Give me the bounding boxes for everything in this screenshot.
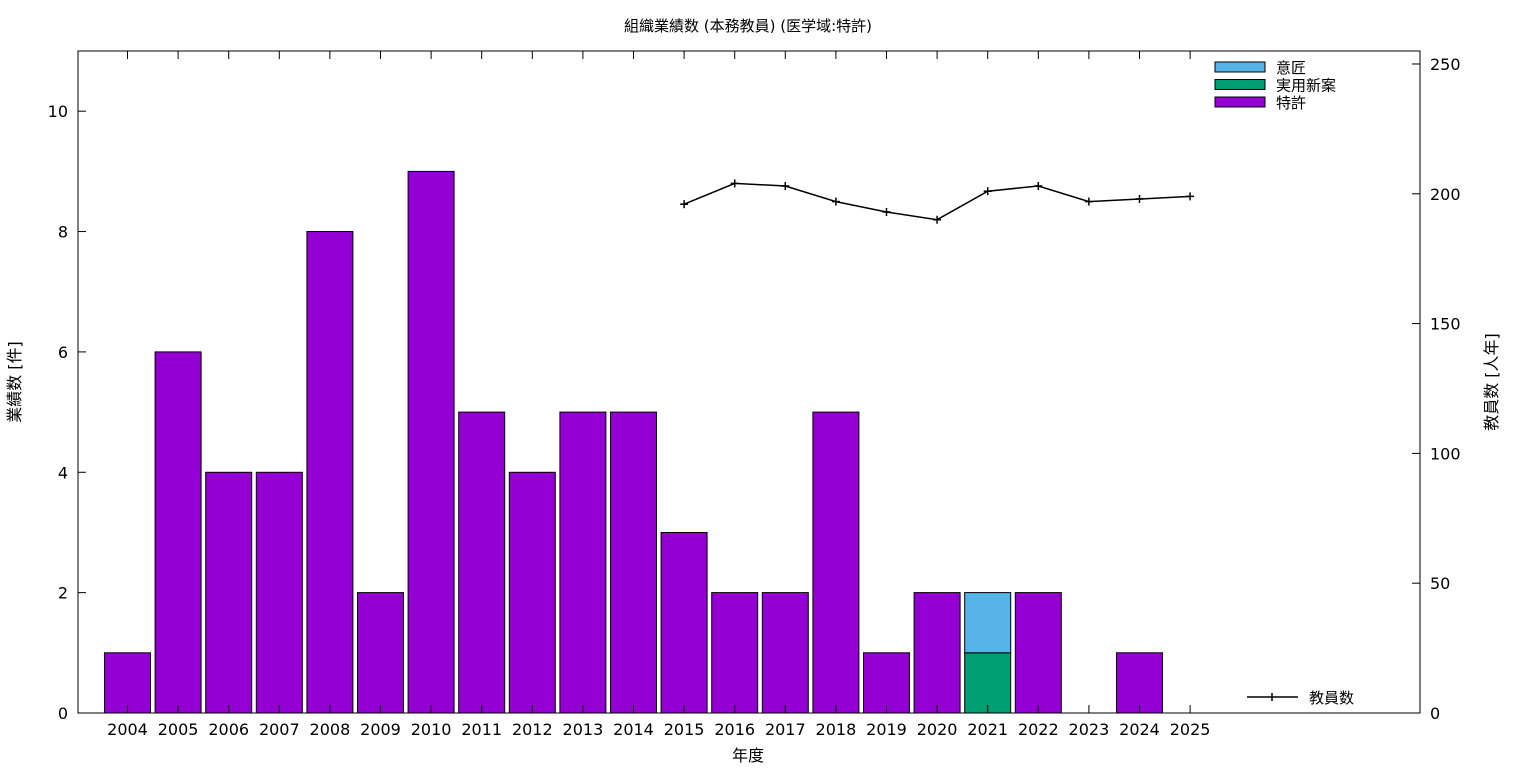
- x-tick-label: 2023: [1069, 720, 1110, 739]
- bar-2013-series-0: [559, 411, 607, 714]
- x-tick-label: 2006: [208, 720, 249, 739]
- x-tick-label: 2025: [1170, 720, 1211, 739]
- line-point: [983, 187, 992, 196]
- x-tick-label: 2008: [310, 720, 351, 739]
- line-point: [831, 197, 840, 206]
- bar-2005-series-0: [154, 351, 202, 714]
- y-tick-label: 10: [48, 102, 68, 121]
- bar-2007-series-0: [255, 471, 303, 714]
- x-tick-label: 2013: [563, 720, 604, 739]
- x-tick-label: 2007: [259, 720, 300, 739]
- line-point: [1135, 194, 1144, 203]
- y-tick-label: 2: [58, 584, 68, 603]
- legend-label: 実用新案: [1276, 77, 1336, 95]
- x-tick-label: 2014: [613, 720, 654, 739]
- x-tick-label: 2024: [1119, 720, 1160, 739]
- y2-tick-label: 250: [1430, 55, 1461, 74]
- x-tick-label: 2016: [714, 720, 755, 739]
- line-point: [1186, 192, 1195, 201]
- plot-frame: [77, 50, 1421, 714]
- x-tick-label: 2017: [765, 720, 806, 739]
- legend-label: 特許: [1276, 94, 1306, 112]
- bar-2009-series-0: [357, 592, 404, 714]
- bars-layer: [104, 170, 1163, 714]
- y2-axis-label: 教員数 [人年]: [1482, 333, 1501, 431]
- line-point: [933, 215, 942, 224]
- y2-tick-label: 50: [1430, 574, 1450, 593]
- x-tick-label: 2020: [917, 720, 958, 739]
- line-layer: [680, 179, 1195, 224]
- x-tick-label: 2015: [664, 720, 705, 739]
- y-tick-label: 8: [58, 223, 68, 242]
- legend-swatch: [1214, 79, 1266, 90]
- line-legend-label: 教員数: [1309, 689, 1354, 707]
- y-tick-label: 4: [58, 463, 68, 482]
- bar-2011-series-0: [458, 411, 506, 714]
- line-point: [1034, 181, 1043, 190]
- bar-2008-series-0: [306, 231, 354, 714]
- bar-2021-series-2: [964, 592, 1012, 654]
- x-tick-label: 2018: [816, 720, 857, 739]
- y2-tick-label: 200: [1430, 185, 1461, 204]
- x-tick-label: 2011: [461, 720, 502, 739]
- line-series: [683, 182, 1191, 221]
- x-tick-label: 2022: [1018, 720, 1059, 739]
- y2-tick-label: 100: [1430, 444, 1461, 463]
- y2-tick-label: 0: [1430, 704, 1440, 723]
- bar-2010-series-0: [407, 170, 455, 714]
- legend-swatch: [1214, 61, 1266, 73]
- bar-2015-series-0: [660, 532, 708, 714]
- line-point: [680, 200, 689, 209]
- y-tick-label: 0: [58, 704, 68, 723]
- x-tick-label: 2004: [107, 720, 148, 739]
- x-tick-label: 2012: [512, 720, 553, 739]
- line-point: [882, 207, 891, 216]
- bar-2017-series-0: [761, 592, 809, 714]
- line-point: [1084, 197, 1093, 206]
- bar-2022-series-0: [1014, 592, 1062, 714]
- x-tick-label: 2005: [158, 720, 199, 739]
- y-axis-label: 業績数 [件]: [5, 341, 24, 423]
- bar-2019-series-0: [863, 652, 910, 714]
- line-point: [730, 179, 739, 188]
- y2-tick-label: 150: [1430, 315, 1461, 334]
- x-tick-label: 2010: [411, 720, 452, 739]
- bar-2021-series-1: [964, 652, 1012, 714]
- x-axis-label: 年度: [732, 746, 764, 765]
- bar-2020-series-0: [913, 592, 961, 714]
- x-tick-label: 2021: [967, 720, 1008, 739]
- x-tick-label: 2009: [360, 720, 401, 739]
- bar-2012-series-0: [508, 471, 556, 714]
- line-legend: 教員数: [1247, 689, 1354, 707]
- x-tick-label: 2019: [866, 720, 907, 739]
- bar-2018-series-0: [812, 411, 860, 714]
- bar-2006-series-0: [205, 471, 253, 714]
- y-tick-label: 6: [58, 343, 68, 362]
- chart-title: 組織業績数 (本務教員) (医学域:特許): [624, 17, 872, 35]
- bar-2004-series-0: [104, 652, 151, 714]
- bar-2016-series-0: [711, 592, 759, 714]
- bar-2014-series-0: [610, 411, 657, 714]
- legend-label: 意匠: [1276, 59, 1306, 77]
- legend-swatch: [1214, 96, 1266, 108]
- line-point: [781, 181, 790, 190]
- bar-2024-series-0: [1116, 652, 1163, 714]
